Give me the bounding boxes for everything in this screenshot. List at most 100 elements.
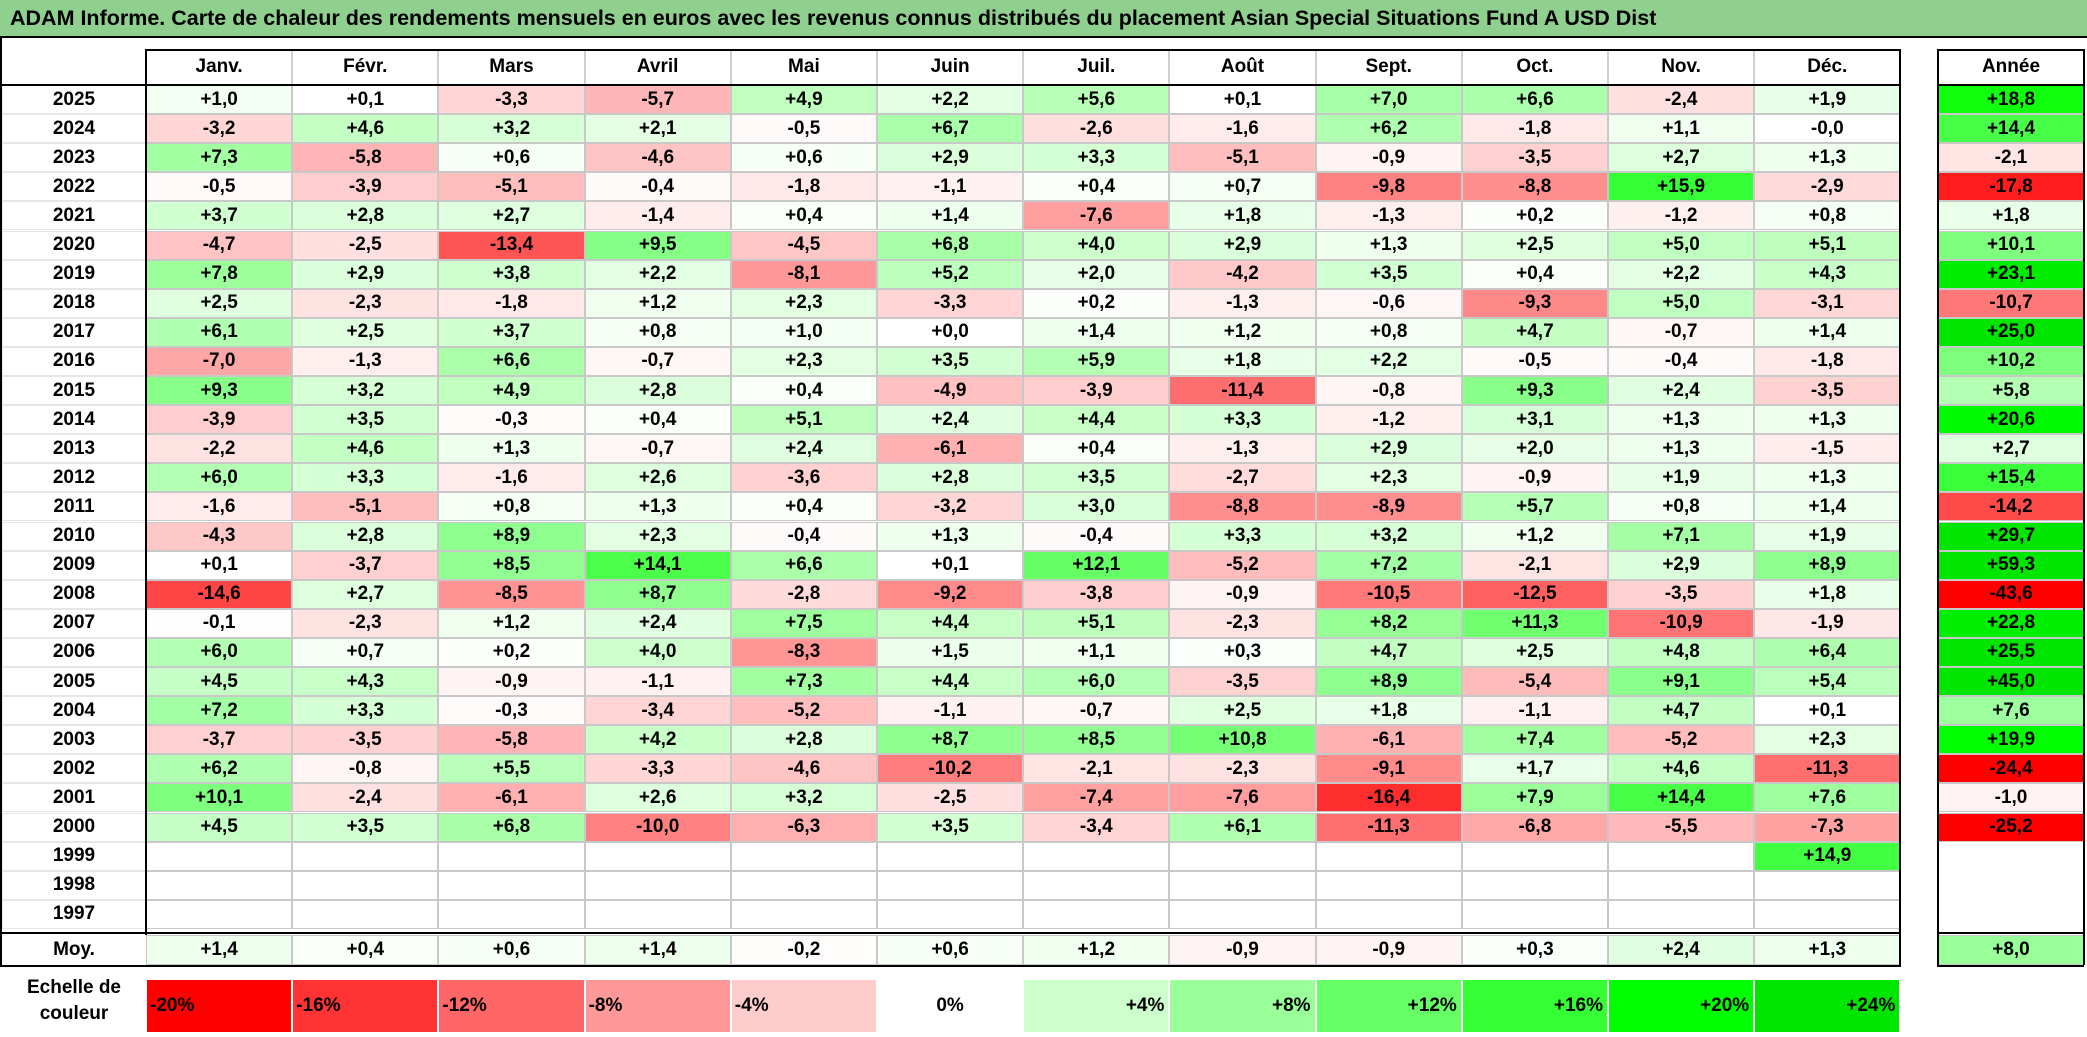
year-label: 2001 xyxy=(2,783,146,813)
heatmap-cell: -1,6 xyxy=(1169,114,1316,144)
color-scale-swatch: -20% xyxy=(146,979,293,1033)
heatmap-cell: -0,9 xyxy=(438,667,585,697)
heatmap-cell: -8,1 xyxy=(730,259,877,289)
color-scale-swatch: -8% xyxy=(584,979,731,1033)
heatmap-cell: +4,6 xyxy=(1608,754,1755,784)
annual-header: Année xyxy=(1938,49,2084,85)
heatmap-cell xyxy=(292,841,439,871)
heatmap-cell: -5,7 xyxy=(584,85,731,115)
heatmap-cell: +3,3 xyxy=(1023,143,1170,173)
heatmap-cell: -2,7 xyxy=(1169,463,1316,493)
heatmap-cell xyxy=(584,870,731,900)
heatmap-cell: -8,8 xyxy=(1169,492,1316,522)
heatmap-cell: +1,4 xyxy=(1754,317,1901,347)
color-scale-swatch: -12% xyxy=(438,979,585,1033)
heatmap-cell: +7,8 xyxy=(146,259,293,289)
heatmap-cell: +4,9 xyxy=(438,376,585,406)
heatmap-cell: -9,3 xyxy=(1461,288,1608,318)
heatmap-cell: +2,8 xyxy=(877,463,1024,493)
heatmap-cell xyxy=(146,899,293,929)
month-header: Juin xyxy=(877,49,1024,85)
year-label: 2025 xyxy=(2,85,146,115)
heatmap-cell: -1,9 xyxy=(1754,608,1901,638)
heatmap-cell: +9,3 xyxy=(146,376,293,406)
heatmap-cell xyxy=(1608,899,1755,929)
heatmap-cell: +2,3 xyxy=(1754,725,1901,755)
annual-header-bottom-border xyxy=(1937,84,2084,86)
heatmap-cell: +2,9 xyxy=(877,143,1024,173)
heatmap-cell: +2,5 xyxy=(1461,637,1608,667)
heatmap-cell xyxy=(292,899,439,929)
heatmap-cell: -1,2 xyxy=(1315,405,1462,435)
heatmap-cell: -2,6 xyxy=(1023,114,1170,144)
annual-cell: +10,1 xyxy=(1938,230,2084,260)
heatmap-cell: -0,4 xyxy=(584,172,731,202)
color-scale-swatch: +8% xyxy=(1169,979,1316,1033)
heatmap-cell: +3,2 xyxy=(1315,521,1462,551)
heatmap-cell: +3,2 xyxy=(438,114,585,144)
heatmap-cell: +1,2 xyxy=(1461,521,1608,551)
heatmap-cell xyxy=(1169,899,1316,929)
heatmap-cell: +4,0 xyxy=(584,637,731,667)
heatmap-cell: +3,5 xyxy=(1315,259,1462,289)
heatmap-cell: -0,9 xyxy=(1461,463,1608,493)
heatmap-cell: +2,3 xyxy=(584,521,731,551)
heatmap-cell: -5,2 xyxy=(730,696,877,726)
heatmap-cell: +0,4 xyxy=(1023,172,1170,202)
year-label: 1998 xyxy=(2,870,146,900)
annual-cell: +1,8 xyxy=(1938,201,2084,231)
heatmap-cell: +0,1 xyxy=(1169,85,1316,115)
heatmap-cell: -1,4 xyxy=(584,201,731,231)
heatmap-cell: -2,8 xyxy=(730,579,877,609)
heatmap-cell xyxy=(730,899,877,929)
month-header: Mai xyxy=(730,49,877,85)
body-bottom-border xyxy=(0,932,1902,934)
heatmap-cell: +6,6 xyxy=(1461,85,1608,115)
heatmap-cell: +2,9 xyxy=(1608,550,1755,580)
heatmap-cell: -2,5 xyxy=(292,230,439,260)
heatmap-cell: +4,7 xyxy=(1315,637,1462,667)
year-label: 2023 xyxy=(2,143,146,173)
heatmap-cell: +2,9 xyxy=(292,259,439,289)
heatmap-cell: +8,9 xyxy=(1315,667,1462,697)
heatmap-cell: +8,7 xyxy=(877,725,1024,755)
annual-cell: -17,8 xyxy=(1938,172,2084,202)
heatmap-cell: -3,3 xyxy=(584,754,731,784)
heatmap-cell: +9,1 xyxy=(1608,667,1755,697)
heatmap-cell: +1,2 xyxy=(438,608,585,638)
grid-left-border xyxy=(145,49,147,935)
heatmap-cell: -1,1 xyxy=(584,667,731,697)
heatmap-cell xyxy=(292,870,439,900)
heatmap-cell xyxy=(1169,841,1316,871)
heatmap-cell: +3,5 xyxy=(877,346,1024,376)
heatmap-cell: -1,8 xyxy=(438,288,585,318)
heatmap-cell: +6,6 xyxy=(438,346,585,376)
heatmap-cell: -0,6 xyxy=(1315,288,1462,318)
heatmap-cell: -2,5 xyxy=(877,783,1024,813)
heatmap-cell: -3,5 xyxy=(1169,667,1316,697)
annual-cell: +23,1 xyxy=(1938,259,2084,289)
year-label: 2013 xyxy=(2,434,146,464)
heatmap-cell: +4,2 xyxy=(584,725,731,755)
color-scale-swatch: -4% xyxy=(730,979,877,1033)
heatmap-cell: +8,5 xyxy=(438,550,585,580)
heatmap-cell: -2,9 xyxy=(1754,172,1901,202)
heatmap-cell: -0,7 xyxy=(1023,696,1170,726)
heatmap-cell: +3,7 xyxy=(146,201,293,231)
heatmap-cell: +3,5 xyxy=(292,405,439,435)
heatmap-cell: -7,4 xyxy=(1023,783,1170,813)
heatmap-cell: +2,7 xyxy=(292,579,439,609)
heatmap-cell: +3,8 xyxy=(438,259,585,289)
average-cell: +1,3 xyxy=(1754,935,1901,965)
heatmap-cell: +5,2 xyxy=(877,259,1024,289)
heatmap-cell: +1,3 xyxy=(1754,463,1901,493)
heatmap-cell: -6,1 xyxy=(877,434,1024,464)
color-scale-swatch: +4% xyxy=(1023,979,1170,1033)
heatmap-cell xyxy=(1461,841,1608,871)
heatmap-cell: +1,4 xyxy=(1754,492,1901,522)
annual-cell: -24,4 xyxy=(1938,754,2084,784)
annual-average-bottom-border xyxy=(1937,965,2084,967)
year-label: 2006 xyxy=(2,637,146,667)
heatmap-cell: +5,5 xyxy=(438,754,585,784)
annual-cell: +22,8 xyxy=(1938,608,2084,638)
